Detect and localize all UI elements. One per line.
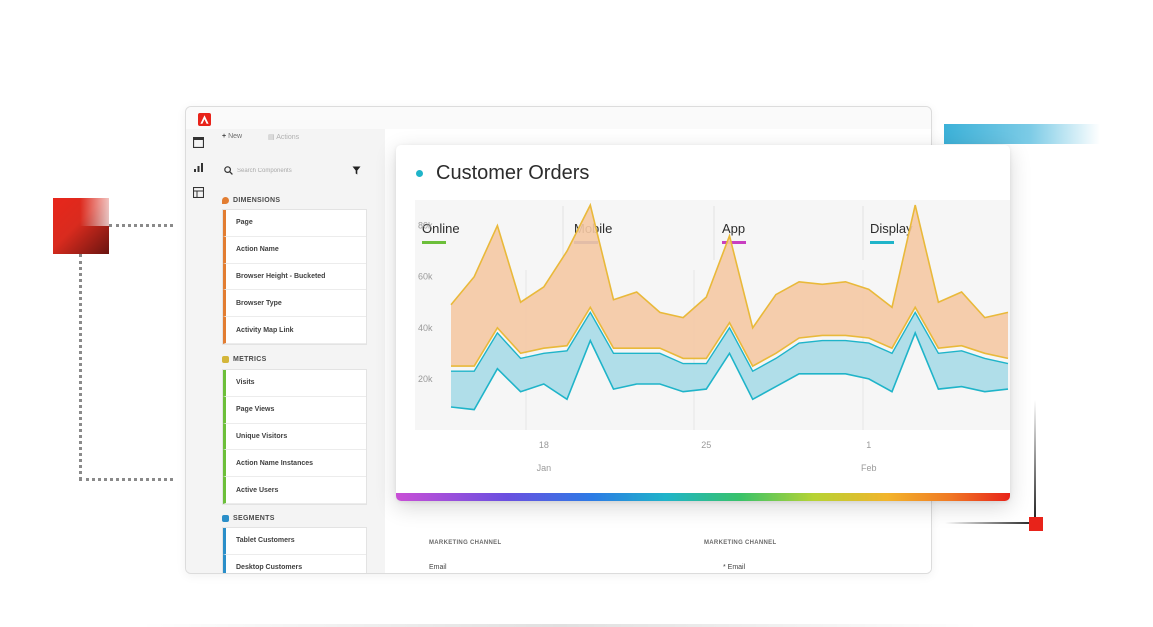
series-line-blue-top bbox=[451, 310, 1009, 373]
area-chart: OnlineMobileAppDisplay80k60k40k20k18Jan2… bbox=[415, 200, 1010, 473]
new-button[interactable]: + New bbox=[222, 133, 243, 140]
adobe-logo-icon bbox=[198, 113, 211, 126]
card-accent-dot bbox=[416, 170, 423, 177]
x-month-label: Feb bbox=[861, 463, 877, 473]
list-item[interactable]: Active Users bbox=[223, 477, 366, 504]
y-tick-label: 80k bbox=[418, 221, 433, 231]
x-tick-label: 25 bbox=[701, 440, 711, 450]
table-header[interactable]: MARKETING CHANNEL bbox=[704, 540, 777, 546]
search-icon bbox=[224, 166, 233, 175]
list-item[interactable]: Desktop Customers bbox=[223, 554, 366, 573]
decorative-dotted-line bbox=[79, 254, 82, 480]
icon-rail bbox=[186, 129, 212, 573]
plus-icon: + bbox=[222, 133, 227, 140]
list-item[interactable]: Unique Visitors bbox=[223, 423, 366, 451]
metrics-icon bbox=[222, 356, 229, 363]
metrics-list: Visits Page Views Unique Visitors Action… bbox=[222, 369, 367, 505]
list-item[interactable]: Browser Type bbox=[223, 290, 366, 318]
decorative-black-line bbox=[945, 522, 1037, 524]
card-title: Customer Orders bbox=[436, 162, 590, 184]
list-item[interactable]: Activity Map Link bbox=[223, 317, 366, 344]
table-header[interactable]: MARKETING CHANNEL bbox=[429, 540, 502, 546]
decorative-blue-bar bbox=[944, 124, 1100, 144]
series-area-blue bbox=[451, 312, 1008, 410]
filter-icon[interactable] bbox=[352, 166, 361, 175]
legend-swatch bbox=[422, 241, 446, 244]
series-line-low bbox=[450, 330, 1009, 411]
list-item[interactable]: Browser Height - Bucketed bbox=[223, 263, 366, 291]
customer-orders-card: Customer Orders OnlineMobileAppDisplay80… bbox=[396, 145, 1010, 501]
dimensions-list: Page Action Name Browser Height - Bucket… bbox=[222, 209, 367, 345]
list-item[interactable]: Visits bbox=[223, 370, 366, 397]
legend-label: Display bbox=[870, 221, 913, 236]
segments-list: Tablet Customers Desktop Customers bbox=[222, 527, 367, 573]
list-item[interactable]: Page bbox=[223, 210, 366, 237]
decorative-dotted-line bbox=[109, 224, 173, 227]
x-month-label: Jan bbox=[537, 463, 552, 473]
series-area-orange bbox=[451, 205, 1008, 367]
series-line-top bbox=[450, 202, 1009, 330]
titlebar bbox=[186, 107, 931, 129]
table-icon[interactable] bbox=[193, 187, 204, 198]
actions-button[interactable]: ▤ Actions bbox=[268, 134, 300, 141]
freeform-table: MARKETING CHANNEL MARKETING CHANNEL Emai… bbox=[385, 502, 931, 573]
segments-header: SEGMENTS bbox=[222, 515, 275, 522]
decorative-black-line bbox=[1034, 400, 1036, 524]
series-line-mid bbox=[451, 305, 1009, 368]
search-input[interactable] bbox=[237, 165, 342, 177]
decorative-red-fade bbox=[80, 198, 110, 226]
search-row bbox=[220, 163, 370, 179]
list-item[interactable]: Page Views bbox=[223, 396, 366, 424]
panel-toolbar: + New ▤ Actions bbox=[212, 129, 378, 147]
dimensions-header: DIMENSIONS bbox=[222, 197, 280, 204]
dimensions-icon bbox=[222, 197, 229, 204]
table-cell[interactable]: * Email bbox=[723, 564, 746, 571]
y-tick-label: 60k bbox=[418, 272, 433, 282]
legend-swatch bbox=[722, 241, 746, 244]
panel-icon[interactable] bbox=[193, 137, 204, 148]
segments-icon bbox=[222, 515, 229, 522]
list-item[interactable]: Action Name Instances bbox=[223, 450, 366, 478]
rainbow-bar bbox=[396, 493, 1010, 501]
x-tick-label: 1 bbox=[866, 440, 871, 450]
bar-chart-icon[interactable] bbox=[193, 162, 204, 173]
legend-label: Online bbox=[422, 221, 460, 236]
metrics-header: METRICS bbox=[222, 356, 267, 363]
table-cell[interactable]: Email bbox=[429, 564, 447, 571]
legend-swatch bbox=[870, 241, 894, 244]
y-tick-label: 40k bbox=[418, 323, 433, 333]
list-item[interactable]: Action Name bbox=[223, 236, 366, 264]
x-tick-label: 18 bbox=[539, 440, 549, 450]
y-tick-label: 20k bbox=[418, 374, 433, 384]
decorative-dotted-line bbox=[79, 478, 173, 481]
list-item[interactable]: Tablet Customers bbox=[223, 528, 366, 555]
components-panel: +New ▤ Actions DIMENSIONS Page Action Na… bbox=[212, 129, 378, 573]
legend-label: App bbox=[722, 221, 745, 236]
decorative-shadow bbox=[140, 624, 980, 627]
decorative-red-dot bbox=[1029, 517, 1043, 531]
